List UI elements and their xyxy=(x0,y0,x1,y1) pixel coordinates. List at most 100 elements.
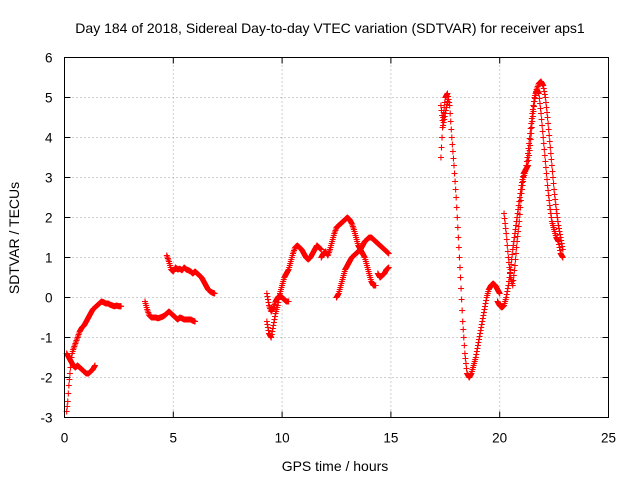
data-point xyxy=(542,158,549,165)
data-point xyxy=(439,134,446,141)
data-point xyxy=(545,120,552,127)
data-point xyxy=(448,126,455,133)
data-point xyxy=(456,254,463,261)
data-point xyxy=(66,376,73,383)
data-point xyxy=(453,194,460,201)
x-tick-label: 25 xyxy=(601,431,616,446)
data-point xyxy=(504,248,511,255)
y-tick-label: 1 xyxy=(45,251,53,266)
y-tick-label: -2 xyxy=(40,371,52,386)
data-point xyxy=(454,224,461,231)
data-point xyxy=(385,250,392,257)
data-point xyxy=(549,168,556,175)
x-tick-label: 10 xyxy=(275,431,290,446)
series-segment-1-branch xyxy=(63,350,98,377)
data-point xyxy=(438,144,445,151)
data-point xyxy=(66,370,73,377)
data-point xyxy=(547,144,554,151)
data-point xyxy=(511,262,518,269)
data-point xyxy=(517,197,524,204)
data-point xyxy=(496,290,503,297)
data-point xyxy=(453,204,460,211)
data-point xyxy=(517,204,524,211)
data-point xyxy=(285,298,292,305)
data-point xyxy=(550,174,557,181)
data-point xyxy=(456,264,463,271)
data-point xyxy=(437,154,444,161)
data-point xyxy=(459,307,466,314)
data-point xyxy=(455,234,462,241)
data-point xyxy=(318,246,325,253)
data-point xyxy=(459,318,466,325)
y-tick-label: -1 xyxy=(40,331,52,346)
data-point xyxy=(211,290,218,297)
data-point xyxy=(541,146,548,153)
data-point xyxy=(547,150,554,157)
series-segment-2 xyxy=(142,298,199,325)
data-point xyxy=(65,382,72,389)
data-point xyxy=(539,122,546,129)
data-point xyxy=(516,211,523,218)
data-point xyxy=(449,148,456,155)
data-point xyxy=(546,138,553,145)
data-point xyxy=(540,140,547,147)
data-point xyxy=(192,318,199,325)
data-point xyxy=(461,342,468,349)
data-point xyxy=(542,164,549,171)
series-segment-7-branch xyxy=(437,98,451,129)
data-point xyxy=(546,132,553,139)
x-tick-label: 20 xyxy=(492,431,507,446)
data-point xyxy=(503,230,510,237)
data-point xyxy=(550,180,557,187)
series-segment-6-branch xyxy=(374,264,392,281)
x-tick-label: 0 xyxy=(61,431,69,446)
data-points xyxy=(63,78,566,415)
y-tick-label: -3 xyxy=(40,411,52,426)
plot-frame xyxy=(64,57,609,418)
data-point xyxy=(539,128,546,135)
data-point xyxy=(451,162,458,169)
data-point xyxy=(460,334,467,341)
y-tick-label: 3 xyxy=(45,171,53,186)
x-tick-label: 15 xyxy=(383,431,398,446)
data-point xyxy=(513,244,520,251)
data-point xyxy=(544,114,551,121)
y-tick-label: 5 xyxy=(45,91,53,106)
data-point xyxy=(559,246,566,253)
data-point xyxy=(559,254,566,261)
data-point xyxy=(460,326,467,333)
y-axis-label: SDTVAR / TECUs xyxy=(6,182,22,294)
data-point xyxy=(452,186,459,193)
data-point xyxy=(503,236,510,243)
data-point xyxy=(543,170,550,177)
data-point xyxy=(118,303,125,310)
data-point xyxy=(449,141,456,148)
data-point xyxy=(447,118,454,125)
series-segment-7 xyxy=(437,90,503,381)
data-point xyxy=(64,398,71,405)
y-tick-label: 6 xyxy=(45,51,53,66)
data-point xyxy=(527,136,534,143)
data-point xyxy=(91,362,98,369)
data-point xyxy=(538,110,545,117)
data-point xyxy=(538,116,545,123)
data-point xyxy=(451,170,458,177)
series-segment-4 xyxy=(263,242,325,341)
data-point xyxy=(446,102,453,109)
series-segment-4-branch xyxy=(263,290,292,315)
data-point xyxy=(458,285,465,292)
y-tick-label: 4 xyxy=(45,131,53,146)
data-point xyxy=(448,134,455,141)
data-point xyxy=(444,98,451,105)
data-point xyxy=(504,242,511,249)
data-point xyxy=(385,264,392,271)
data-point xyxy=(513,250,520,257)
data-point xyxy=(512,256,519,263)
data-point xyxy=(65,390,72,397)
data-point xyxy=(452,178,459,185)
y-tick-label: 2 xyxy=(45,211,53,226)
data-point xyxy=(544,176,551,183)
series-segment-8-branch xyxy=(501,86,566,289)
